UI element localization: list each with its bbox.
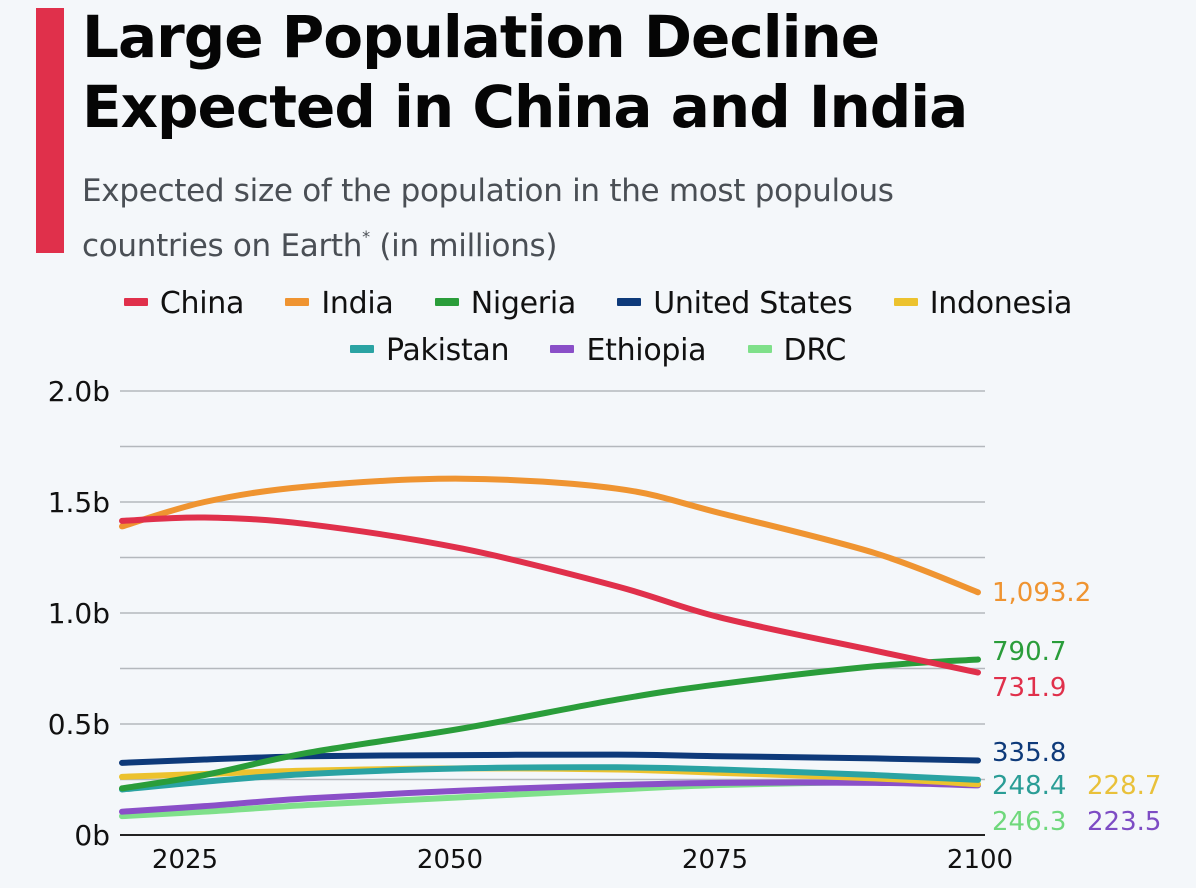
series-line-india <box>119 475 981 596</box>
legend-swatch-india <box>285 297 310 306</box>
legend-swatch-drc <box>747 344 772 353</box>
y-tick-label: 0b <box>74 819 110 852</box>
end-label-drc: 246.3 <box>992 807 1066 837</box>
legend-item-drc[interactable]: DRC <box>747 333 847 368</box>
accent-bar <box>36 8 64 253</box>
legend-swatch-ethiopia <box>550 344 575 353</box>
legend-row-1: China India Nigeria United States Indone… <box>0 286 1196 321</box>
series-line-pakistan <box>119 764 981 793</box>
legend-label-drc: DRC <box>783 333 847 368</box>
x-tick-label: 2025 <box>152 845 218 875</box>
legend-item-pakistan[interactable]: Pakistan <box>349 333 510 368</box>
x-tick-label: 2100 <box>947 845 1013 875</box>
series-line-nigeria <box>119 656 981 792</box>
legend-label-china: China <box>159 286 245 321</box>
legend-item-ethiopia[interactable]: Ethiopia <box>550 333 707 368</box>
end-label-china: 731.9 <box>992 673 1066 703</box>
chart-subtitle: Expected size of the population in the m… <box>82 168 1182 269</box>
end-label-nigeria: 790.7 <box>992 637 1066 667</box>
chart-title: Large Population Decline Expected in Chi… <box>82 2 1182 142</box>
series-lines <box>119 475 981 820</box>
series-line-united-states <box>119 751 981 766</box>
legend-label-nigeria: Nigeria <box>470 286 577 321</box>
y-tick-label: 0.5b <box>48 708 110 741</box>
legend-item-india[interactable]: India <box>285 286 394 321</box>
x-tick-label: 2050 <box>417 845 483 875</box>
series-line-china <box>119 514 981 676</box>
y-tick-label: 1.5b <box>48 486 110 519</box>
end-label-united-states: 335.8 <box>992 738 1066 768</box>
end-label-india: 1,093.2 <box>992 578 1091 608</box>
legend-swatch-nigeria <box>434 297 459 306</box>
legend-swatch-united-states <box>617 297 642 306</box>
legend-item-nigeria[interactable]: Nigeria <box>434 286 577 321</box>
legend-item-china[interactable]: China <box>123 286 245 321</box>
y-axis-tick-labels: 0b 0.5b 1.0b 1.5b 2.0b <box>48 375 110 852</box>
end-label-ethiopia: 223.5 <box>1087 807 1161 837</box>
subtitle-line-2-suffix: (in millions) <box>369 228 558 264</box>
title-line-2: Expected in China and India <box>82 73 968 141</box>
legend-label-ethiopia: Ethiopia <box>586 333 707 368</box>
footnote-mark: * <box>362 227 370 246</box>
legend-label-united-states: United States <box>653 286 853 321</box>
legend-item-united-states[interactable]: United States <box>617 286 853 321</box>
legend-swatch-indonesia <box>893 297 918 306</box>
title-line-1: Large Population Decline <box>82 3 880 71</box>
end-label-indonesia: 228.7 <box>1087 771 1161 801</box>
y-tick-label: 2.0b <box>48 375 110 408</box>
series-line-ethiopia <box>119 779 981 815</box>
legend-label-indonesia: Indonesia <box>929 286 1073 321</box>
subtitle-line-2: countries on Earth* (in millions) <box>82 214 1182 269</box>
legend-label-india: India <box>321 286 394 321</box>
x-tick-label: 2075 <box>682 845 748 875</box>
y-tick-label: 1.0b <box>48 597 110 630</box>
end-label-pakistan: 248.4 <box>992 771 1066 801</box>
legend-item-indonesia[interactable]: Indonesia <box>893 286 1073 321</box>
legend-swatch-pakistan <box>349 344 374 353</box>
x-axis-tick-labels: 2025 2050 2075 2100 <box>152 845 1013 875</box>
subtitle-line-1: Expected size of the population in the m… <box>82 173 894 209</box>
legend-swatch-china <box>123 297 148 306</box>
subtitle-line-2-prefix: countries on Earth <box>82 228 363 264</box>
legend-label-pakistan: Pakistan <box>385 333 510 368</box>
legend-row-2: Pakistan Ethiopia DRC <box>0 333 1196 368</box>
